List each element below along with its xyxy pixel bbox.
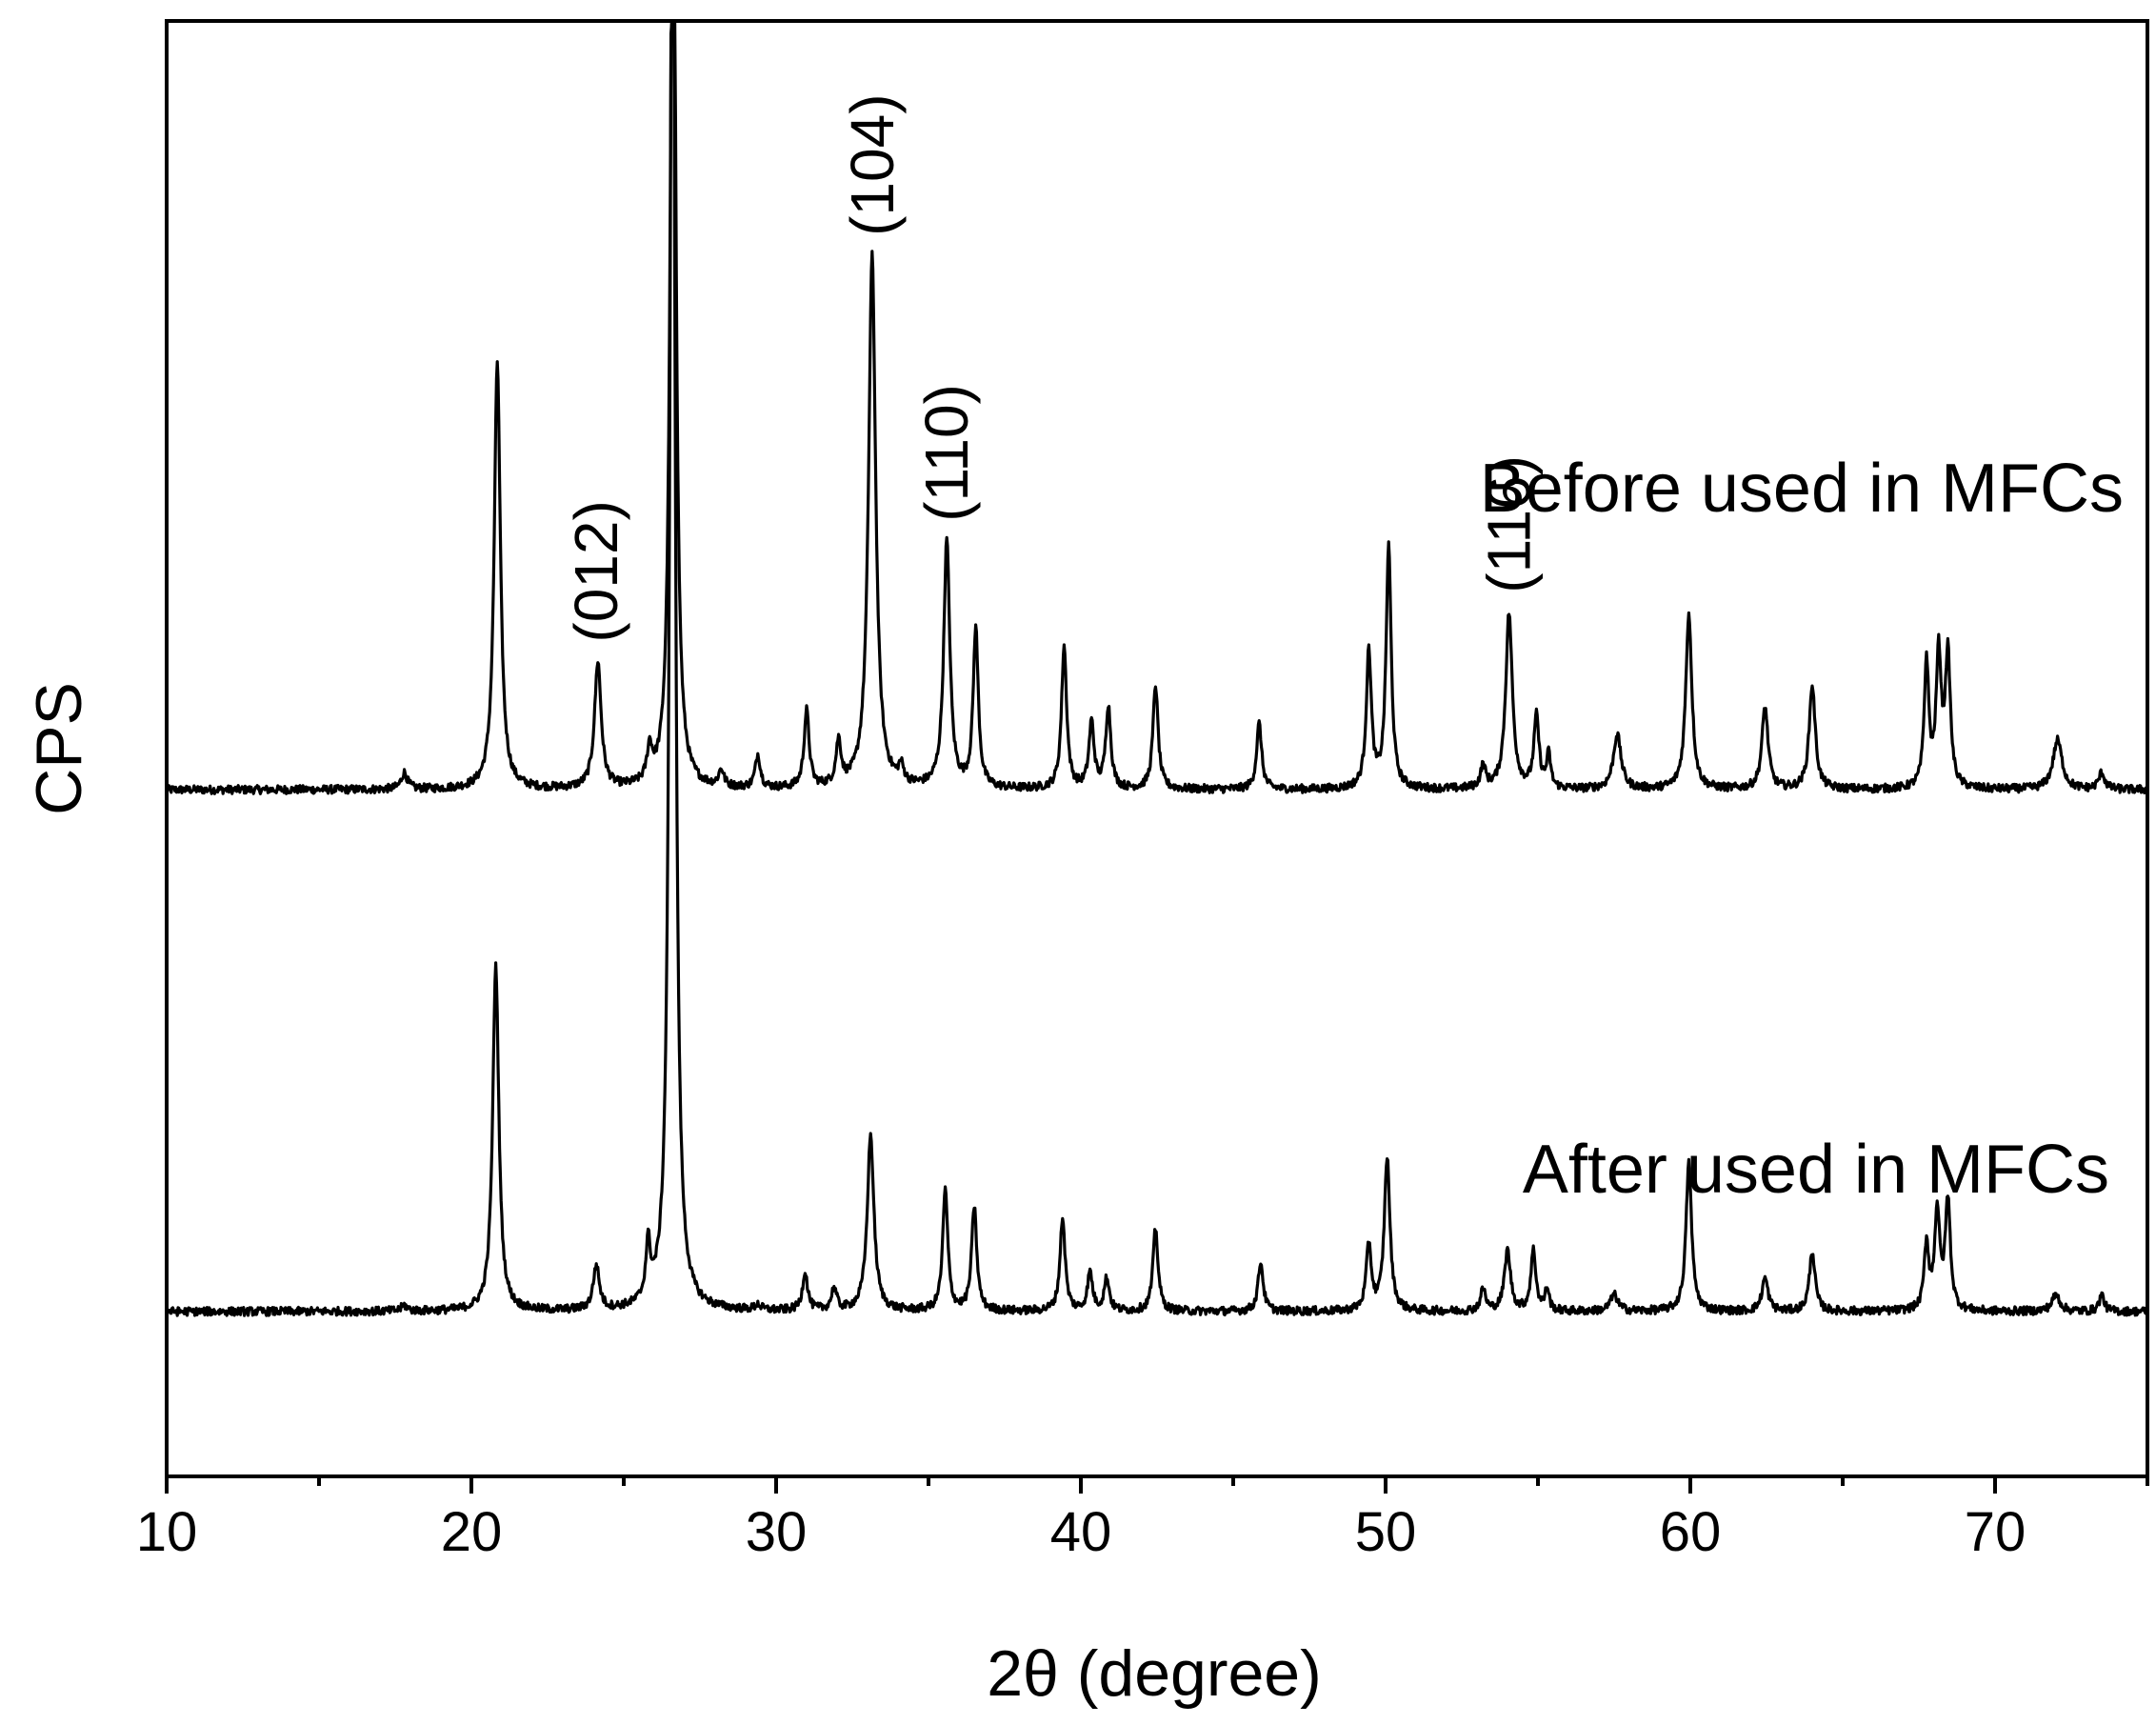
series-label-before: Before used in MFCs [1480,451,2124,527]
series-label-after: After used in MFCs [1523,1132,2109,1208]
peak-annotation: (104) [838,93,907,235]
x-axis-tick-labels: 10 20 30 40 50 60 70 [136,1501,2026,1563]
x-tick-label: 50 [1355,1501,1417,1563]
x-tick-label: 10 [136,1501,198,1563]
x-axis-ticks [165,1476,2149,1494]
y-axis-title: CPS [23,682,95,815]
peak-annotation: (116) [1475,455,1544,593]
peak-annotation: (110) [912,384,981,522]
peak-annotation: (012) [562,500,630,642]
peak-annotations: (012) (104) (110) (116) [562,93,1543,642]
x-tick-label: 40 [1050,1501,1112,1563]
x-tick-label: 30 [746,1501,808,1563]
series-line-after [165,21,2149,1317]
x-axis-title: 2θ (degree) [987,1637,1322,1710]
series-line-before [165,21,2149,795]
plot-frame [165,19,2149,1478]
x-tick-label: 60 [1660,1501,1722,1563]
x-tick-label: 20 [441,1501,503,1563]
x-tick-label: 70 [1965,1501,2026,1563]
xrd-traces [165,21,2149,1317]
